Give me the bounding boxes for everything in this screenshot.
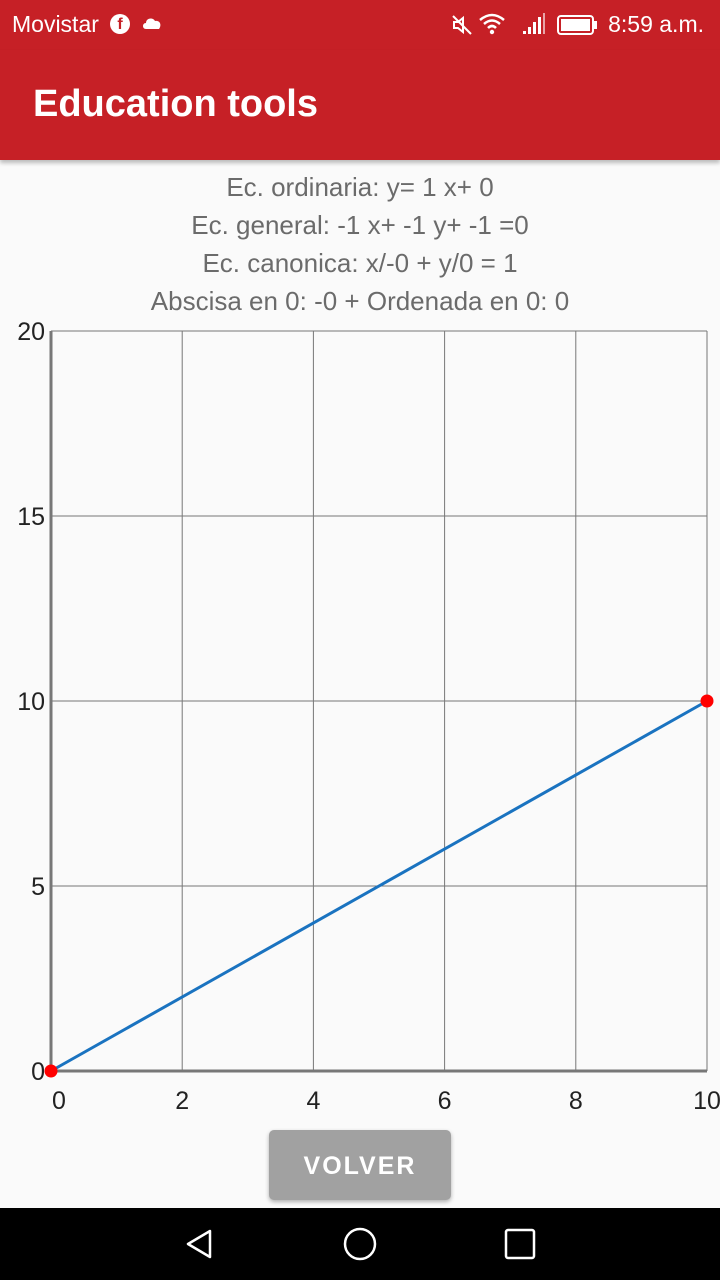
volver-button[interactable]: VOLVER	[269, 1130, 451, 1200]
data-point	[700, 694, 714, 708]
facebook-icon: f	[110, 14, 130, 34]
mute-icon	[452, 15, 472, 35]
y-tick-label: 20	[17, 320, 45, 346]
app-title: Education tools	[33, 83, 318, 125]
app-bar: Education tools	[0, 50, 720, 160]
y-tick-label: 5	[31, 873, 45, 901]
y-tick-label: 0	[31, 1058, 45, 1086]
x-tick-label: 10	[693, 1087, 720, 1115]
equation-canonica: Ec. canonica: x/-0 + y/0 = 1	[202, 248, 518, 278]
equation-intercepts: Abscisa en 0: -0 + Ordenada en 0: 0	[150, 286, 570, 316]
equation-general: Ec. general: -1 x+ -1 y+ -1 =0	[191, 210, 529, 240]
clock: 8:59 a.m.	[608, 11, 704, 37]
data-point	[44, 1064, 58, 1078]
line-chart: 0 2 4 6 8 10 0 5 10 15 20	[17, 320, 720, 1115]
recents-icon[interactable]	[502, 1226, 538, 1262]
series-line	[50, 699, 708, 1073]
cloud-icon	[143, 18, 161, 29]
x-tick-label: 2	[175, 1087, 189, 1115]
x-tick-label: 0	[52, 1087, 66, 1115]
status-bar: Movistar f 8:59 a.m.	[0, 0, 720, 50]
x-tick-label: 4	[306, 1087, 320, 1115]
back-icon[interactable]	[182, 1226, 218, 1262]
navigation-bar	[0, 1208, 720, 1280]
y-tick-label: 10	[17, 688, 45, 716]
equations-panel: Ec. ordinaria: y= 1 x+ 0 Ec. general: -1…	[0, 168, 720, 320]
x-tick-label: 8	[569, 1087, 583, 1115]
x-tick-label: 6	[438, 1087, 452, 1115]
equation-ordinaria: Ec. ordinaria: y= 1 x+ 0	[226, 172, 494, 202]
home-icon[interactable]	[342, 1226, 378, 1262]
wifi-icon	[479, 13, 505, 35]
signal-icon	[523, 13, 545, 34]
battery-icon	[557, 15, 597, 35]
carrier-name: Movistar	[12, 11, 99, 37]
y-tick-label: 15	[17, 503, 45, 531]
